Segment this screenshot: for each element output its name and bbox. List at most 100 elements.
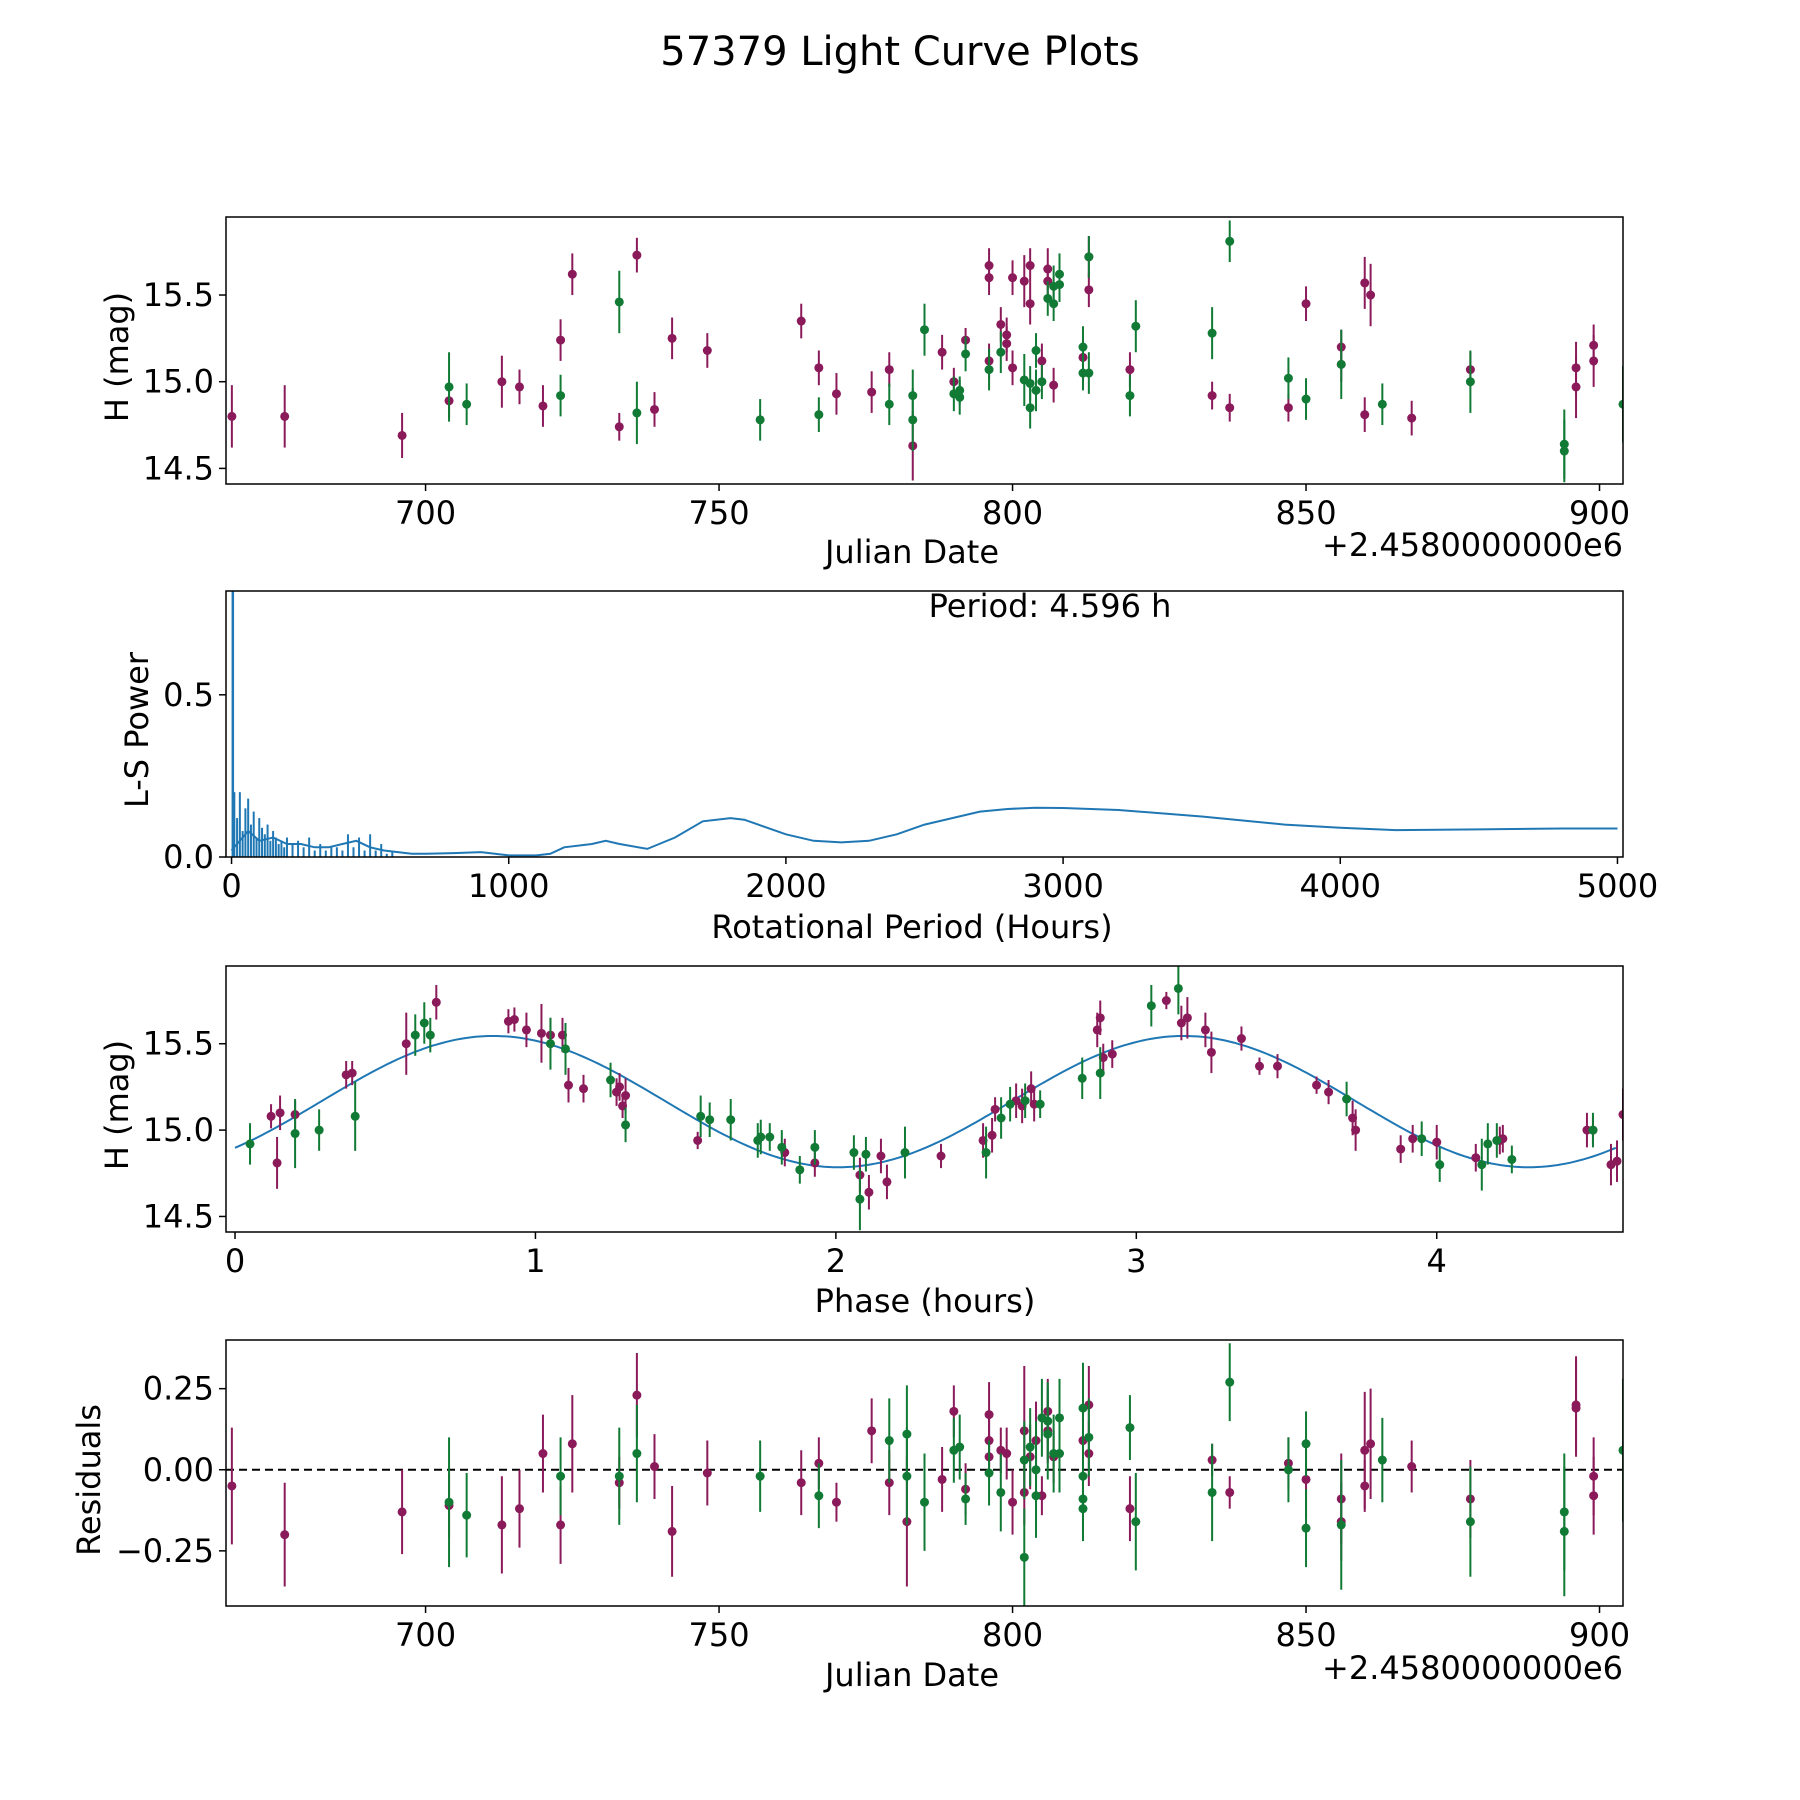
band_b-data-point: [462, 399, 472, 409]
band_b-data-point: [1035, 1099, 1045, 1109]
band_b-data-point: [1146, 1001, 1156, 1011]
band_b-data-point: [556, 391, 566, 401]
phased-ylabel: H (mag): [98, 1040, 136, 1170]
phased-xlabel: Phase (hours): [815, 1282, 1036, 1320]
band_b-data-point: [410, 1030, 420, 1040]
band_b-data-point: [1225, 236, 1235, 246]
band_a-data-point: [431, 997, 441, 1007]
band_a-data-point: [227, 411, 237, 421]
periodogram-panel: Rotational Period (Hours) L-S Power Peri…: [118, 587, 1658, 946]
periodogram-xtick-label: 3000: [1022, 867, 1103, 905]
band_a-data-point: [990, 1104, 1000, 1114]
band_b-data-point: [1225, 1377, 1235, 1387]
band_a-data-point: [1225, 403, 1235, 413]
band_b-data-point: [350, 1111, 360, 1121]
band_b-data-point: [1301, 1439, 1311, 1449]
band_b-data-point: [290, 1129, 300, 1139]
phased-plot-area: [234, 966, 1623, 1231]
band_a-data-point: [272, 1158, 282, 1168]
band_a-data-point: [1301, 299, 1311, 309]
lightcurve-axes-frame: [225, 216, 1624, 485]
band_b-data-point: [1125, 391, 1135, 401]
band_b-data-point: [1559, 1526, 1569, 1536]
band_a-data-point: [984, 1410, 994, 1420]
residuals-offset-text: +2.4580000000e6: [1322, 1649, 1623, 1687]
phased-axes-frame: [225, 965, 1624, 1233]
band_b-data-point: [1618, 399, 1623, 409]
band_b-data-point: [314, 1125, 324, 1135]
band_b-data-point: [902, 1471, 912, 1481]
lightcurve-panel: Julian Date H (mag) +2.4580000000e6 700 7…: [98, 216, 1630, 571]
band_a-data-point: [1200, 1025, 1210, 1035]
band_b-data-point: [1019, 1455, 1029, 1465]
band_b-data-point: [884, 1436, 894, 1446]
band_b-data-point: [908, 391, 918, 401]
band_b-data-point: [984, 365, 994, 375]
band_b-data-point: [984, 1468, 994, 1478]
band_b-data-point: [961, 1494, 971, 1504]
band_a-data-point: [884, 365, 894, 375]
band_a-data-point: [521, 1025, 531, 1035]
band_b-data-point: [245, 1139, 255, 1149]
band_b-data-point: [556, 1471, 566, 1481]
band_a-data-point: [1254, 1061, 1264, 1071]
band_b-data-point: [1043, 293, 1053, 303]
band_a-data-point: [615, 1082, 625, 1092]
period-annotation: Period: 4.596 h: [929, 587, 1172, 625]
band_a-data-point: [1107, 1049, 1117, 1059]
phased-xtick-label: 2: [826, 1242, 846, 1280]
phased-ytick-label: 15.0: [143, 1111, 214, 1149]
residuals-xtick-label: 900: [1569, 1616, 1630, 1654]
band_b-data-point: [1031, 1465, 1041, 1475]
band_a-data-point: [693, 1135, 703, 1145]
band_a-data-point: [1095, 1013, 1105, 1023]
periodogram-ytick-label: 0.5: [163, 676, 214, 714]
band_b-data-point: [756, 1132, 766, 1142]
band_a-data-point: [1207, 391, 1217, 401]
band_a-data-point: [814, 363, 824, 373]
band_b-data-point: [632, 1449, 642, 1459]
band_a-data-point: [1351, 1125, 1361, 1135]
band_a-data-point: [649, 404, 659, 414]
band_b-data-point: [1283, 373, 1293, 383]
periodogram-ytick-label: 0.0: [163, 838, 214, 876]
band_a-data-point: [579, 1084, 589, 1094]
band_b-data-point: [1131, 321, 1141, 331]
band_b-data-point: [606, 1075, 616, 1085]
band_b-data-point: [621, 1120, 631, 1130]
band_a-data-point: [831, 1497, 841, 1507]
band_a-data-point: [996, 319, 1006, 329]
band_b-data-point: [1043, 1429, 1053, 1439]
band_b-data-point: [1005, 1099, 1015, 1109]
band_a-data-point: [538, 1449, 548, 1459]
band_a-data-point: [266, 1111, 276, 1121]
phased-xtick-label: 0: [225, 1242, 245, 1280]
band_b-data-point: [849, 1148, 859, 1158]
lightcurve-plot-area: [227, 220, 1623, 483]
band_a-data-point: [1161, 996, 1171, 1006]
band_b-data-point: [1417, 1134, 1427, 1144]
residuals-xlabel: Julian Date: [823, 1656, 999, 1694]
band_a-data-point: [275, 1108, 285, 1118]
periodogram-xlabel: Rotational Period (Hours): [711, 908, 1112, 946]
band_b-data-point: [1084, 1432, 1094, 1442]
band_a-data-point: [649, 1462, 659, 1472]
band_a-data-point: [1589, 340, 1599, 350]
band_a-data-point: [1019, 276, 1029, 286]
phased-xtick-label: 4: [1427, 1242, 1447, 1280]
band_a-data-point: [796, 316, 806, 326]
band_a-data-point: [949, 1406, 959, 1416]
band_a-data-point: [1125, 365, 1135, 375]
figure-title: 57379 Light Curve Plots: [660, 29, 1139, 75]
band_b-data-point: [814, 410, 824, 420]
band_b-data-point: [1483, 1139, 1493, 1149]
band_b-data-point: [705, 1115, 715, 1125]
band_a-data-point: [536, 1028, 546, 1038]
band_a-data-point: [632, 1390, 642, 1400]
periodogram-xtick-label: 1000: [468, 867, 549, 905]
band_b-data-point: [560, 1044, 570, 1054]
band_a-data-point: [347, 1068, 357, 1078]
band_b-data-point: [1077, 1073, 1087, 1083]
band_b-data-point: [920, 325, 929, 335]
